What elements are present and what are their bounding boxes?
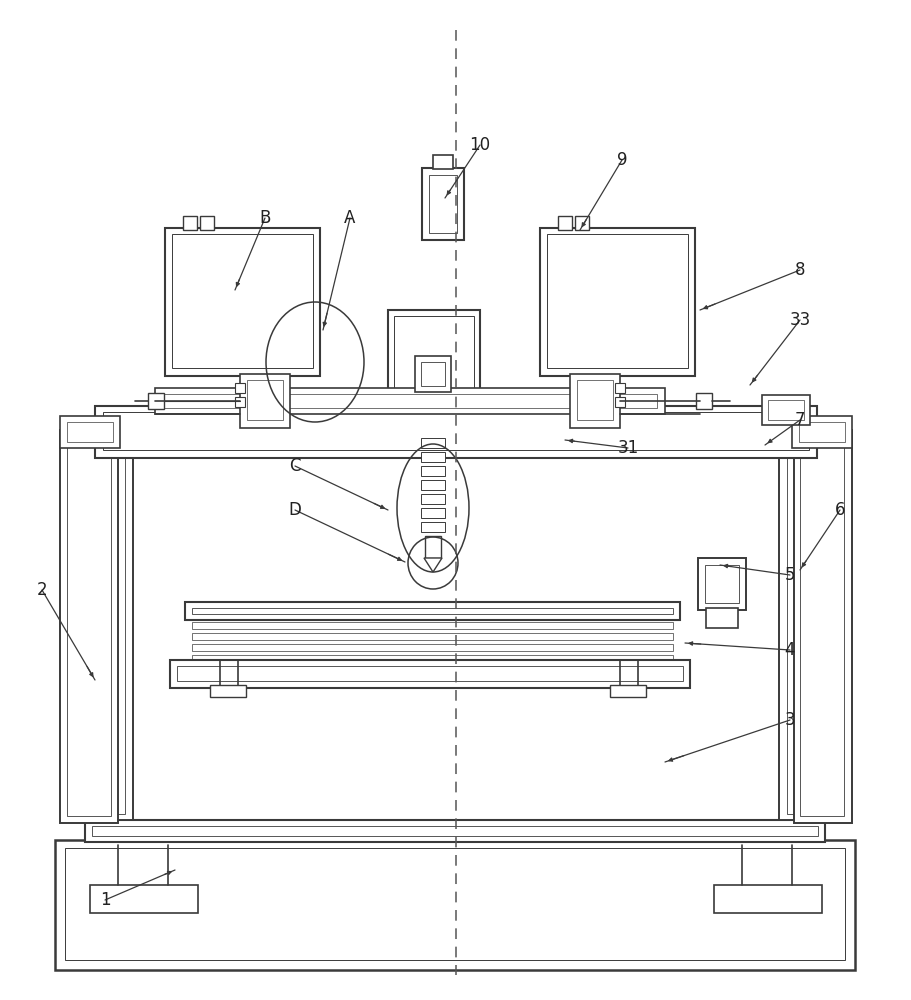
Text: 33: 33 bbox=[789, 311, 810, 329]
Bar bbox=[695, 393, 711, 409]
Bar bbox=[95, 430, 133, 820]
Bar bbox=[799, 436, 843, 816]
Text: 6: 6 bbox=[834, 501, 844, 519]
Bar bbox=[192, 666, 672, 673]
Bar bbox=[421, 522, 445, 532]
Bar bbox=[421, 494, 445, 504]
Bar bbox=[394, 316, 474, 402]
Bar bbox=[798, 422, 844, 442]
Bar bbox=[55, 840, 854, 970]
Bar bbox=[247, 380, 282, 420]
Bar bbox=[90, 885, 198, 913]
Bar bbox=[421, 362, 445, 386]
Text: B: B bbox=[259, 209, 271, 227]
Bar bbox=[705, 608, 737, 628]
Bar bbox=[165, 228, 320, 376]
Bar bbox=[767, 400, 804, 420]
Bar bbox=[425, 536, 441, 558]
Bar bbox=[60, 430, 118, 823]
Text: 10: 10 bbox=[469, 136, 490, 154]
Bar bbox=[169, 660, 690, 688]
Bar bbox=[614, 383, 624, 393]
Bar bbox=[65, 848, 844, 960]
Bar bbox=[762, 395, 809, 425]
Text: 9: 9 bbox=[616, 151, 627, 169]
Text: 31: 31 bbox=[617, 439, 638, 457]
Bar bbox=[163, 394, 656, 408]
Bar bbox=[192, 655, 672, 662]
Bar bbox=[539, 228, 694, 376]
Text: D: D bbox=[288, 501, 302, 519]
Text: 4: 4 bbox=[783, 641, 794, 659]
Text: 5: 5 bbox=[783, 566, 794, 584]
Bar bbox=[240, 374, 290, 428]
Bar bbox=[67, 422, 113, 442]
Bar bbox=[415, 356, 451, 392]
Bar bbox=[67, 436, 111, 816]
Bar bbox=[148, 393, 164, 409]
Bar bbox=[609, 685, 645, 697]
Text: 3: 3 bbox=[783, 711, 794, 729]
Bar bbox=[558, 216, 571, 230]
Bar bbox=[697, 558, 745, 610]
Bar bbox=[793, 430, 851, 823]
Text: 8: 8 bbox=[793, 261, 804, 279]
Bar bbox=[387, 310, 479, 410]
Bar bbox=[192, 644, 672, 651]
Bar bbox=[177, 666, 682, 681]
Bar bbox=[569, 374, 619, 428]
Bar bbox=[421, 508, 445, 518]
Bar bbox=[547, 234, 687, 368]
Bar bbox=[778, 430, 816, 820]
Bar bbox=[60, 416, 120, 448]
Bar bbox=[192, 622, 672, 629]
Bar bbox=[210, 685, 246, 697]
Bar bbox=[422, 168, 464, 240]
Bar bbox=[577, 380, 612, 420]
Bar bbox=[95, 406, 816, 458]
Bar bbox=[185, 602, 680, 620]
Bar bbox=[791, 416, 851, 448]
Bar bbox=[200, 216, 214, 230]
Bar bbox=[713, 885, 821, 913]
Text: C: C bbox=[289, 457, 301, 475]
Bar bbox=[421, 438, 445, 448]
Text: 7: 7 bbox=[793, 411, 804, 429]
Bar bbox=[614, 397, 624, 407]
Bar bbox=[92, 826, 817, 836]
Text: 1: 1 bbox=[99, 891, 110, 909]
Bar bbox=[433, 155, 453, 169]
Bar bbox=[421, 452, 445, 462]
Text: 2: 2 bbox=[36, 581, 47, 599]
Text: A: A bbox=[344, 209, 355, 227]
Bar bbox=[172, 234, 312, 368]
Bar bbox=[85, 820, 824, 842]
Bar bbox=[192, 608, 672, 614]
Bar bbox=[704, 565, 738, 603]
Bar bbox=[103, 412, 808, 450]
Bar bbox=[192, 633, 672, 640]
Bar bbox=[103, 436, 125, 814]
Bar bbox=[235, 383, 245, 393]
Bar bbox=[428, 175, 456, 233]
Bar bbox=[235, 397, 245, 407]
Polygon shape bbox=[424, 558, 442, 572]
Bar bbox=[155, 388, 664, 414]
Bar bbox=[574, 216, 589, 230]
Bar bbox=[421, 466, 445, 476]
Bar bbox=[786, 436, 808, 814]
Bar bbox=[183, 216, 197, 230]
Bar bbox=[421, 480, 445, 490]
